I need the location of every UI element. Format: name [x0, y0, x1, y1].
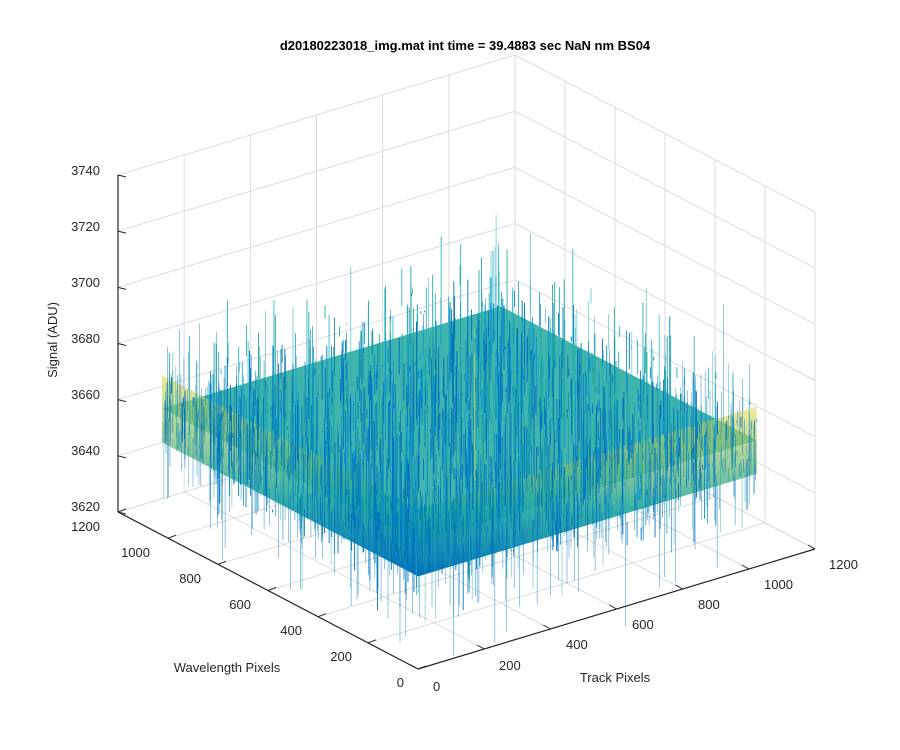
x-tick-label: 0 — [433, 679, 440, 694]
signal-tick-mark — [117, 174, 127, 178]
track-axis-ticks: 0 200 400 600 800 1000 1200 — [433, 557, 858, 694]
grid-line — [117, 54, 516, 176]
wavelength-tick-mark — [217, 560, 227, 565]
y-tick-label: 400 — [280, 623, 302, 638]
grid-line — [514, 166, 816, 325]
grid-line — [514, 110, 816, 269]
track-axis-label: Track Pixels — [580, 670, 651, 685]
track-tick-mark — [675, 584, 683, 590]
z-tick-label: 3660 — [71, 387, 100, 402]
track-tick-mark — [543, 624, 551, 630]
y-tick-label: 1000 — [121, 545, 150, 560]
grid-line — [514, 223, 816, 381]
x-tick-label: 800 — [698, 597, 720, 612]
z-axis-ticks: 3620 3640 3660 3680 3700 3720 3740 — [71, 163, 100, 514]
signal-surface — [162, 214, 757, 656]
y-tick-label: 1200 — [71, 519, 100, 534]
wavelength-tick-mark — [267, 587, 277, 591]
y-tick-label: 200 — [330, 649, 352, 664]
chart-title: d20180223018_img.mat int time = 39.4883 … — [280, 38, 651, 53]
signal-tick-mark — [117, 455, 127, 459]
signal-tick-mark — [117, 343, 127, 346]
z-axis-label: Signal (ADU) — [45, 302, 60, 378]
signal-tick-mark — [117, 511, 127, 515]
x-tick-label: 1200 — [829, 557, 858, 572]
signal-tick-mark — [117, 230, 127, 234]
grid-line — [117, 223, 516, 344]
track-tick-mark — [741, 564, 750, 570]
z-tick-label: 3620 — [71, 499, 100, 514]
wavelength-tick-mark — [167, 534, 177, 539]
grid-line — [367, 522, 766, 644]
track-tick-mark — [476, 644, 485, 650]
z-tick-label: 3740 — [71, 163, 100, 178]
track-tick-mark — [807, 544, 816, 550]
grid-line — [117, 166, 516, 288]
track-tick-mark — [410, 664, 419, 670]
grid-line — [514, 54, 816, 213]
grid-line — [117, 110, 516, 232]
z-tick-label: 3640 — [71, 443, 100, 458]
x-tick-label: 200 — [499, 658, 521, 673]
x-tick-label: 600 — [632, 617, 654, 632]
z-tick-label: 3720 — [71, 219, 100, 234]
track-tick-mark — [609, 604, 617, 610]
wavelength-tick-mark — [367, 639, 377, 644]
signal-tick-mark — [117, 286, 127, 290]
z-tick-label: 3700 — [71, 275, 100, 290]
z-tick-label: 3680 — [71, 331, 100, 346]
axis-lines — [117, 174, 816, 670]
y-tick-label: 0 — [397, 675, 404, 690]
y-tick-label: 800 — [179, 571, 201, 586]
wavelength-tick-mark — [417, 665, 427, 670]
x-tick-label: 1000 — [764, 577, 793, 592]
wavelength-tick-mark — [317, 613, 327, 618]
y-tick-label: 600 — [229, 597, 251, 612]
wavelength-axis-label: Wavelength Pixels — [174, 660, 281, 675]
wavelength-tick-mark — [117, 508, 127, 513]
x-tick-label: 400 — [566, 637, 588, 652]
wavelength-axis-ticks: 0 200 400 600 800 1000 1200 — [71, 519, 404, 690]
signal-tick-mark — [117, 399, 127, 403]
